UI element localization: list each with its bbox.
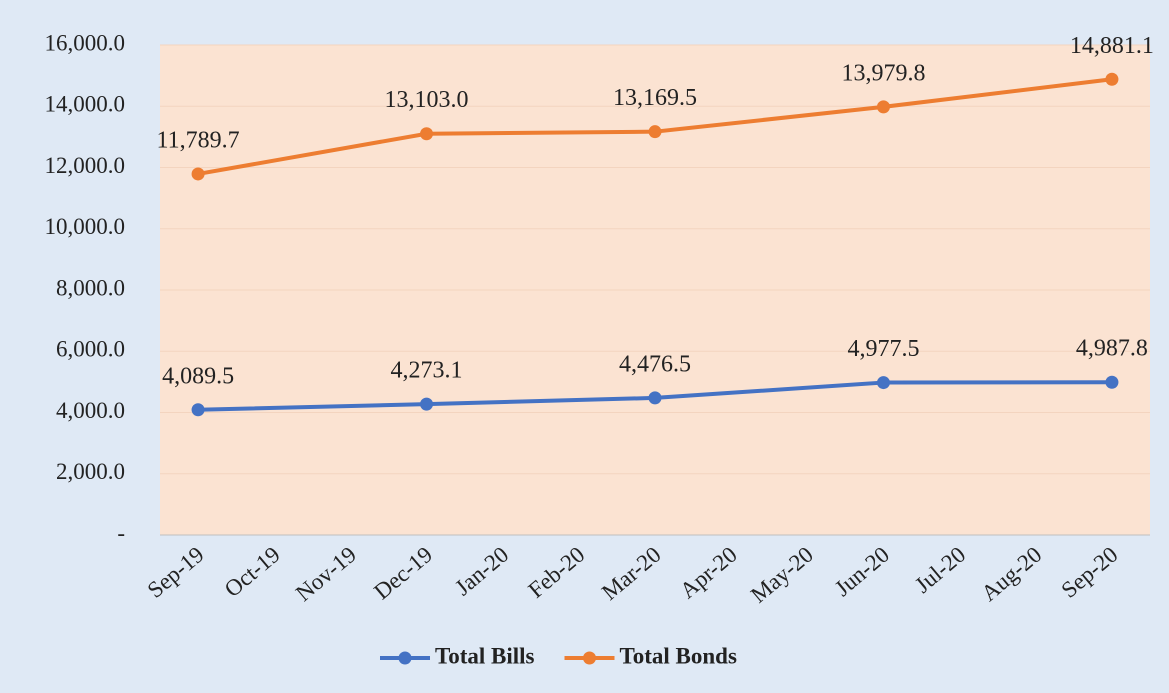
x-tick-label: Oct-19 bbox=[220, 542, 285, 602]
x-tick-label: Feb-20 bbox=[523, 542, 589, 603]
x-tick-label: Dec-19 bbox=[369, 542, 437, 605]
point bbox=[191, 167, 205, 181]
y-tick-label: 2,000.0 bbox=[56, 459, 125, 484]
data-label: 4,476.5 bbox=[619, 351, 691, 377]
point bbox=[420, 397, 434, 411]
data-label: 4,987.8 bbox=[1076, 336, 1148, 362]
data-label: 13,103.0 bbox=[385, 87, 469, 113]
y-tick-label: 6,000.0 bbox=[56, 337, 125, 362]
y-tick-label: 14,000.0 bbox=[45, 92, 126, 117]
y-tick-label: 10,000.0 bbox=[45, 214, 126, 239]
point bbox=[191, 403, 205, 417]
point bbox=[420, 127, 434, 141]
data-label: 4,273.1 bbox=[391, 358, 463, 384]
data-label: 11,789.7 bbox=[157, 127, 240, 153]
point bbox=[648, 125, 662, 139]
x-tick-label: Sep-19 bbox=[143, 542, 209, 603]
data-label: 13,169.5 bbox=[613, 85, 697, 111]
x-tick-label: Nov-19 bbox=[291, 542, 361, 606]
y-tick-label: 12,000.0 bbox=[45, 153, 126, 178]
y-tick-label: 8,000.0 bbox=[56, 275, 125, 300]
x-tick-label: Jul-20 bbox=[910, 542, 970, 598]
data-label: 4,089.5 bbox=[162, 363, 234, 389]
point bbox=[648, 391, 662, 405]
x-tick-label: Jun-20 bbox=[830, 542, 894, 601]
x-tick-label: Sep-20 bbox=[1057, 542, 1123, 603]
point bbox=[1105, 72, 1119, 86]
x-tick-label: May-20 bbox=[746, 542, 818, 608]
legend-label: Total Bonds bbox=[620, 643, 737, 668]
point bbox=[876, 376, 890, 390]
x-tick-label: Jan-20 bbox=[450, 542, 513, 601]
point bbox=[1105, 375, 1119, 389]
y-tick-label: - bbox=[117, 520, 125, 545]
y-tick-label: 16,000.0 bbox=[45, 30, 126, 55]
data-label: 4,977.5 bbox=[847, 336, 919, 362]
legend-label: Total Bills bbox=[435, 643, 535, 668]
legend-marker bbox=[583, 651, 596, 665]
legend-marker bbox=[398, 651, 412, 665]
y-tick-label: 4,000.0 bbox=[56, 398, 125, 423]
x-tick-label: Aug-20 bbox=[976, 542, 1046, 606]
data-label: 13,979.8 bbox=[841, 60, 925, 86]
point bbox=[876, 100, 890, 114]
x-tick-label: Mar-20 bbox=[597, 542, 666, 605]
data-label: 14,881.1 bbox=[1070, 33, 1154, 59]
x-tick-label: Apr-20 bbox=[675, 542, 742, 604]
